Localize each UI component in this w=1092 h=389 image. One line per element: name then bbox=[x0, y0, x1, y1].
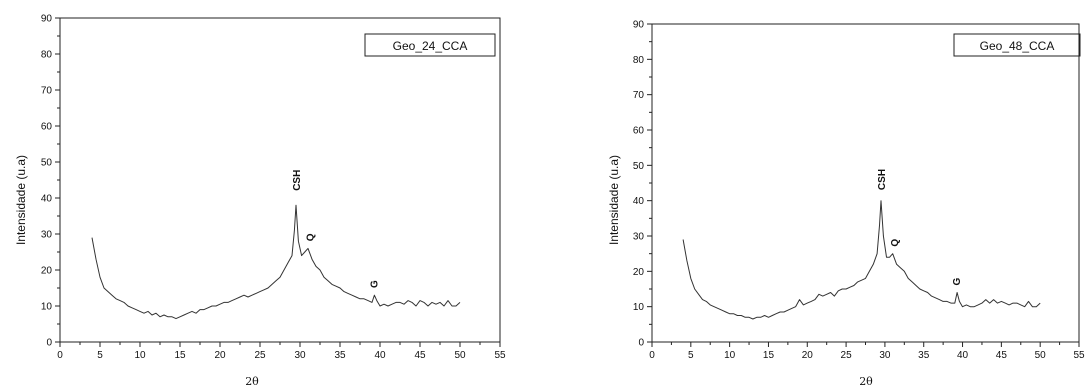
series-line bbox=[91, 204, 461, 320]
x-tick-label: 10 bbox=[134, 350, 146, 361]
x-tick-label: 45 bbox=[996, 350, 1008, 361]
legend-label: Geo_24_CCA bbox=[393, 39, 468, 53]
y-tick-label: 10 bbox=[633, 302, 645, 313]
y-tick-label: 0 bbox=[46, 338, 52, 349]
x-tick-label: 30 bbox=[294, 350, 306, 361]
x-tick-label: 25 bbox=[841, 350, 853, 361]
x-tick-label: 10 bbox=[724, 350, 736, 361]
y-tick-label: 0 bbox=[638, 338, 644, 349]
y-tick-label: 90 bbox=[41, 14, 53, 25]
x-tick-label: 15 bbox=[174, 350, 186, 361]
x-tick-label: 5 bbox=[97, 350, 103, 361]
x-tick-label: 20 bbox=[802, 350, 814, 361]
x-tick-label: 50 bbox=[454, 350, 466, 361]
y-tick-label: 30 bbox=[633, 232, 645, 243]
x-tick-label: 30 bbox=[879, 350, 891, 361]
x-tick-label: 35 bbox=[334, 350, 346, 361]
legend: Geo_24_CCA bbox=[364, 33, 496, 57]
plot-frame bbox=[651, 23, 1080, 343]
peak-annotation: Q bbox=[305, 233, 316, 241]
y-axis-title: Intensidade (u.a) bbox=[607, 155, 621, 245]
y-tick-label: 80 bbox=[633, 55, 645, 66]
x-tick-label: 40 bbox=[374, 350, 386, 361]
legend-box bbox=[364, 33, 496, 57]
x-axis-title: 2θ bbox=[245, 375, 259, 388]
x-tick-label: 45 bbox=[414, 350, 426, 361]
y-tick-label: 70 bbox=[41, 86, 53, 97]
x-tick-label: 0 bbox=[649, 350, 655, 361]
chart-panel-geo-24: Intensidade (u.a) 2θ Geo_24_CCA 0 5 10 15 20… bbox=[14, 14, 506, 389]
x-tick-label: 55 bbox=[1073, 350, 1085, 361]
peak-annotation: CSH bbox=[292, 170, 303, 191]
x-tick-label: 55 bbox=[494, 350, 506, 361]
peak-annotation: Q bbox=[890, 239, 901, 247]
y-tick-label: 60 bbox=[41, 122, 53, 133]
series-line bbox=[682, 200, 1041, 320]
x-tick-label: 0 bbox=[57, 350, 63, 361]
y-tick-label: 40 bbox=[633, 196, 645, 207]
x-tick-label: 20 bbox=[214, 350, 226, 361]
peak-annotation: G bbox=[952, 277, 963, 285]
y-tick-label: 30 bbox=[41, 230, 53, 241]
y-tick-label: 50 bbox=[633, 161, 645, 172]
x-axis-title: 2θ bbox=[859, 375, 873, 388]
y-tick-label: 20 bbox=[41, 266, 53, 277]
x-tick-label: 25 bbox=[254, 350, 266, 361]
legend-box bbox=[953, 33, 1081, 57]
y-tick-label: 50 bbox=[41, 158, 53, 169]
y-axis-title: Intensidade (u.a) bbox=[14, 155, 28, 245]
peak-annotation: G bbox=[369, 280, 380, 288]
x-tick-label: 50 bbox=[1035, 350, 1047, 361]
y-tick-label: 60 bbox=[633, 126, 645, 137]
x-tick-label: 5 bbox=[688, 350, 694, 361]
y-tick-label: 10 bbox=[41, 302, 53, 313]
chart-panel-geo-48: Intensidade (u.a) 2θ Geo_48_CCA 0 5 10 15 20… bbox=[546, 0, 1092, 389]
x-tick-label: 15 bbox=[763, 350, 775, 361]
y-tick-label: 40 bbox=[41, 194, 53, 205]
y-tick-label: 80 bbox=[41, 50, 53, 61]
x-tick-label: 35 bbox=[918, 350, 930, 361]
xrd-chart-geo-24: Intensidade (u.a) 2θ Geo_24_CCA 0 5 10 15 20… bbox=[14, 14, 506, 389]
xrd-chart-geo-48: Intensidade (u.a) 2θ Geo_48_CCA 0 5 10 15 20… bbox=[607, 20, 1085, 389]
peak-annotation: CSH bbox=[877, 169, 888, 190]
legend-label: Geo_48_CCA bbox=[980, 39, 1055, 53]
y-tick-label: 90 bbox=[633, 20, 645, 31]
plot-frame bbox=[59, 17, 501, 343]
y-tick-label: 20 bbox=[633, 267, 645, 278]
legend: Geo_48_CCA bbox=[953, 33, 1081, 57]
y-tick-label: 70 bbox=[633, 90, 645, 101]
x-tick-label: 40 bbox=[957, 350, 969, 361]
